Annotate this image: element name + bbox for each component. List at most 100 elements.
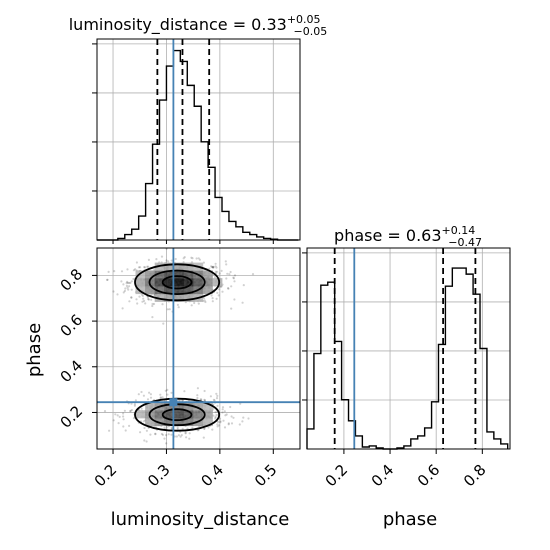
density-2d-xticks: 0.2 0.3 0.4 0.5	[91, 449, 281, 490]
sample-point	[176, 303, 179, 306]
sample-point	[216, 404, 219, 407]
hist-luminosity-distance-title-main: luminosity_distance = 0.33	[69, 15, 287, 35]
density-cell	[183, 293, 194, 302]
sample-point	[199, 398, 202, 401]
sample-point	[122, 412, 125, 415]
phase-xtick-label-3: 0.8	[460, 461, 490, 491]
sample-point	[138, 295, 141, 298]
sample-point	[124, 429, 127, 432]
sample-point	[144, 266, 147, 269]
density-cell	[173, 293, 184, 302]
density-cell	[145, 270, 156, 279]
sample-point	[216, 291, 219, 294]
hist-luminosity-distance-yticks	[92, 43, 274, 244]
sample-point	[210, 265, 213, 268]
contour-mode0-level0	[161, 275, 193, 290]
sample-point	[147, 298, 150, 301]
sample-point	[214, 265, 217, 268]
sample-point	[129, 281, 132, 284]
density-cell	[183, 285, 194, 295]
sample-point	[146, 296, 149, 299]
sample-point	[223, 426, 227, 429]
sample-point	[151, 302, 154, 306]
sample-point	[202, 436, 205, 439]
sample-point	[215, 297, 218, 300]
sample-point	[120, 280, 123, 283]
sample-point	[128, 424, 131, 427]
sample-point	[196, 396, 199, 400]
sample-point	[147, 298, 150, 301]
sample-point	[143, 439, 146, 442]
density-cell	[202, 417, 213, 427]
sample-point	[203, 297, 206, 300]
luminosity-distance-xtick-label-1: 0.3	[144, 461, 174, 491]
sample-point	[230, 422, 234, 425]
sample-point	[220, 269, 223, 272]
sample-point	[126, 268, 129, 271]
sample-point	[230, 415, 233, 418]
phase-ytick-label-2: 0.6	[57, 311, 87, 341]
sample-point	[144, 302, 147, 305]
sample-point	[215, 266, 218, 269]
sample-point	[140, 390, 143, 394]
sample-point	[106, 278, 109, 281]
hist-phase-title-upper: +0.14	[442, 224, 476, 237]
sample-point	[130, 280, 133, 283]
density-cell	[173, 262, 184, 271]
density-cell	[173, 410, 184, 419]
sample-point	[140, 407, 143, 410]
phase-xtick-label-1: 0.4	[368, 461, 398, 491]
density-cell	[135, 270, 146, 279]
sample-point	[125, 284, 128, 287]
sample-point	[212, 414, 215, 417]
sample-point	[125, 282, 128, 285]
sample-point	[190, 304, 193, 307]
sample-point	[219, 421, 222, 424]
sample-point	[226, 272, 229, 275]
sample-point	[146, 398, 150, 401]
sample-point	[223, 410, 226, 413]
hist-phase-grid	[307, 248, 510, 449]
hist-phase-title-main: phase = 0.63	[334, 226, 441, 245]
density-cell	[145, 417, 156, 427]
sample-point	[227, 287, 230, 290]
sample-point	[165, 434, 168, 437]
sample-point	[218, 424, 221, 427]
sample-point	[224, 414, 227, 417]
density-2d-frame	[96, 247, 301, 450]
sample-point	[152, 302, 156, 306]
sample-point	[196, 394, 199, 397]
sample-point	[233, 274, 237, 277]
sample-point	[139, 266, 142, 269]
hist-phase-panel: 0.2 0.4 0.6 0.8 phase = 0.63+0.14 −0.47	[302, 224, 511, 491]
sample-point	[203, 399, 207, 402]
sample-point	[225, 413, 228, 416]
density-cell	[183, 278, 194, 287]
sample-point	[118, 415, 121, 418]
sample-point	[188, 432, 191, 435]
sample-point	[221, 406, 225, 409]
phase-ytick-label-0: 0.2	[57, 402, 87, 432]
sample-point	[211, 428, 214, 431]
sample-point	[202, 261, 205, 264]
sample-point	[185, 436, 188, 439]
sample-point	[232, 276, 235, 279]
sample-point	[163, 426, 166, 429]
density-cell	[183, 410, 194, 419]
hist-luminosity-distance-title: luminosity_distance = 0.33+0.05 −0.05	[69, 13, 328, 38]
sample-point	[128, 281, 131, 285]
sample-point	[149, 393, 152, 396]
density-cell	[164, 262, 175, 271]
sample-point	[132, 417, 136, 420]
sample-point	[216, 423, 219, 426]
density-cell	[164, 270, 175, 279]
density-cell	[202, 402, 213, 411]
density-cell	[154, 270, 165, 279]
sample-point	[151, 304, 154, 308]
sample-point	[166, 388, 169, 391]
sample-point	[208, 267, 211, 270]
density-cell	[173, 285, 184, 295]
sample-point	[214, 417, 217, 420]
sample-point	[232, 277, 235, 280]
density-cell	[154, 278, 165, 287]
